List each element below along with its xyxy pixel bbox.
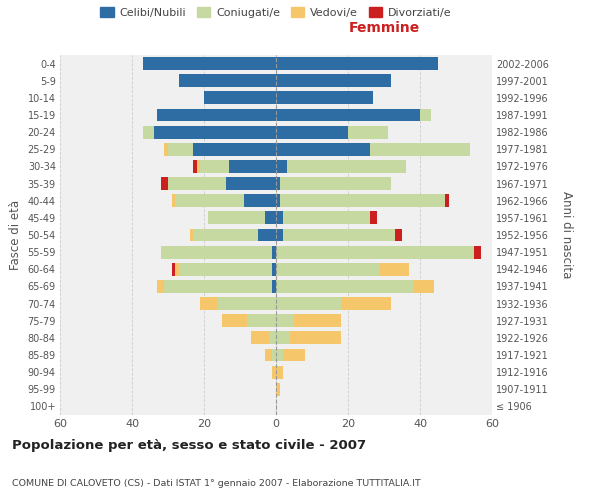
Bar [276, 366, 283, 378]
Bar [154, 126, 276, 138]
Y-axis label: Anni di nascita: Anni di nascita [560, 192, 573, 278]
Bar [294, 314, 341, 327]
Text: Popolazione per età, sesso e stato civile - 2007: Popolazione per età, sesso e stato civil… [12, 440, 366, 452]
Bar [272, 280, 276, 293]
Bar [204, 92, 276, 104]
Bar [157, 108, 276, 122]
Bar [272, 246, 276, 258]
Bar [193, 160, 197, 173]
Bar [276, 246, 474, 258]
Bar [244, 194, 276, 207]
Bar [179, 74, 276, 87]
Bar [276, 297, 341, 310]
Bar [265, 348, 272, 362]
Bar [143, 126, 154, 138]
Bar [172, 194, 175, 207]
Bar [276, 108, 420, 122]
Bar [276, 126, 348, 138]
Bar [200, 297, 218, 310]
Bar [276, 74, 391, 87]
Y-axis label: Fasce di età: Fasce di età [9, 200, 22, 270]
Bar [280, 177, 391, 190]
Bar [276, 280, 413, 293]
Bar [370, 212, 377, 224]
Bar [161, 246, 272, 258]
Bar [222, 314, 247, 327]
Bar [276, 92, 373, 104]
Bar [276, 177, 280, 190]
Bar [290, 332, 341, 344]
Bar [276, 348, 283, 362]
Bar [276, 383, 280, 396]
Bar [395, 228, 402, 241]
Bar [172, 263, 175, 276]
Bar [348, 126, 388, 138]
Bar [283, 212, 370, 224]
Bar [190, 228, 193, 241]
Bar [276, 143, 370, 156]
Bar [283, 348, 305, 362]
Bar [276, 228, 283, 241]
Bar [161, 177, 168, 190]
Text: COMUNE DI CALOVETO (CS) - Dati ISTAT 1° gennaio 2007 - Elaborazione TUTTITALIA.I: COMUNE DI CALOVETO (CS) - Dati ISTAT 1° … [12, 478, 421, 488]
Bar [283, 228, 395, 241]
Bar [272, 366, 276, 378]
Bar [370, 143, 470, 156]
Bar [269, 332, 276, 344]
Bar [175, 194, 244, 207]
Bar [272, 348, 276, 362]
Bar [226, 177, 276, 190]
Bar [445, 194, 449, 207]
Bar [272, 263, 276, 276]
Bar [276, 332, 290, 344]
Bar [280, 194, 445, 207]
Bar [175, 263, 179, 276]
Bar [168, 177, 226, 190]
Bar [474, 246, 481, 258]
Bar [200, 160, 229, 173]
Bar [179, 263, 272, 276]
Legend: Celibi/Nubili, Coniugati/e, Vedovi/e, Divorziati/e: Celibi/Nubili, Coniugati/e, Vedovi/e, Di… [96, 3, 456, 22]
Bar [276, 160, 287, 173]
Bar [380, 263, 409, 276]
Bar [341, 297, 391, 310]
Bar [247, 314, 276, 327]
Bar [265, 212, 276, 224]
Bar [229, 160, 276, 173]
Bar [193, 143, 276, 156]
Bar [157, 280, 164, 293]
Bar [276, 212, 283, 224]
Bar [164, 143, 168, 156]
Bar [218, 297, 276, 310]
Bar [168, 143, 193, 156]
Bar [197, 160, 200, 173]
Bar [143, 57, 276, 70]
Bar [208, 212, 265, 224]
Bar [164, 280, 272, 293]
Bar [193, 228, 258, 241]
Bar [413, 280, 434, 293]
Bar [287, 160, 406, 173]
Bar [276, 194, 280, 207]
Text: Femmine: Femmine [349, 21, 419, 35]
Bar [420, 108, 431, 122]
Bar [258, 228, 276, 241]
Bar [251, 332, 269, 344]
Bar [276, 263, 380, 276]
Bar [276, 57, 438, 70]
Bar [276, 314, 294, 327]
